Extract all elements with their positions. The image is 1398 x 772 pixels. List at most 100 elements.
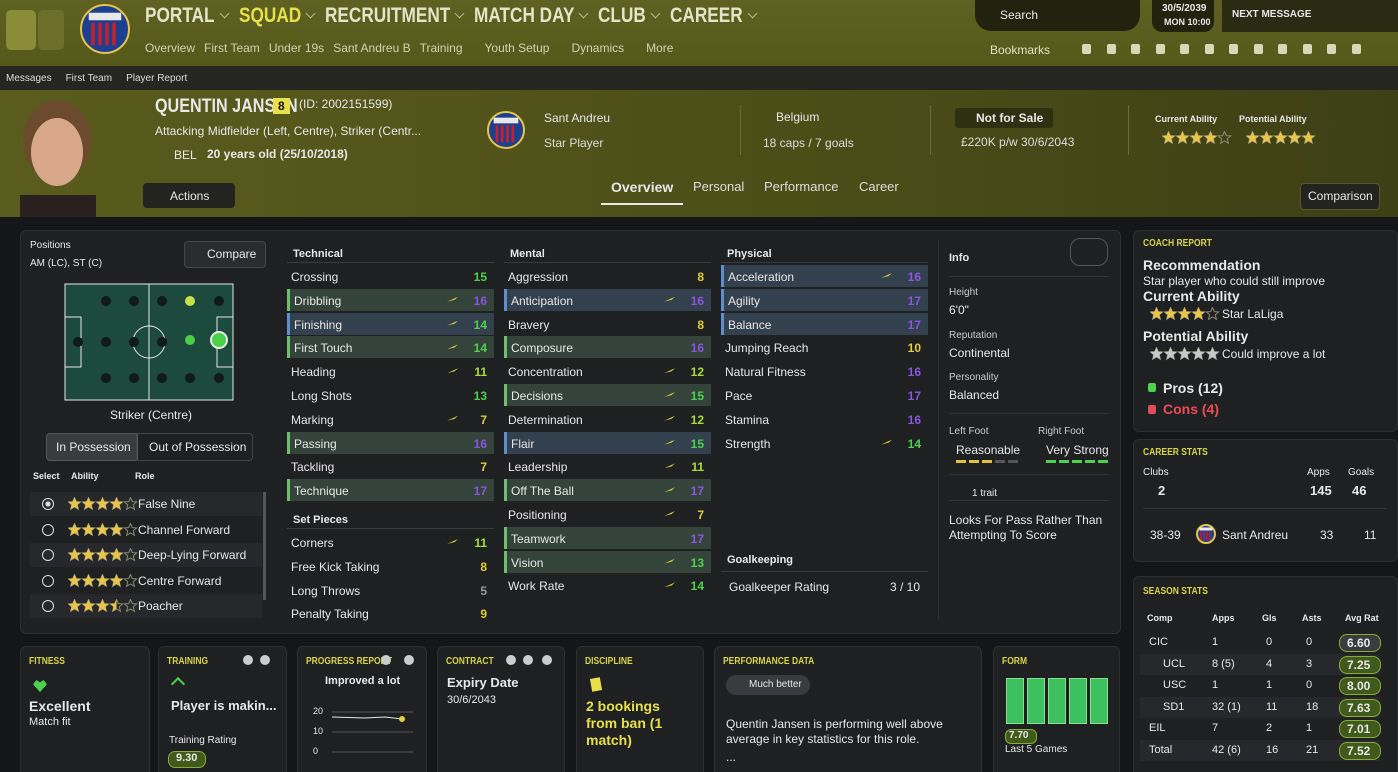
nav-item[interactable]: RECRUITMENT [324,4,451,27]
comparison-label[interactable]: Comparison [1308,189,1373,203]
career-cell: 33 [1320,528,1334,542]
dot [542,655,552,665]
season-cell: EIL [1149,722,1166,735]
toolbar-icon[interactable] [1327,44,1336,54]
text: 3 / 10 [890,580,921,594]
toolbar-icon[interactable] [1229,44,1238,54]
sub-nav-item[interactable]: Sant Andreu B [333,41,411,55]
compare-label[interactable]: Compare [207,247,257,261]
back-button[interactable] [6,10,36,50]
text: Player is makin... [171,698,277,713]
role-row[interactable] [30,568,262,593]
star [1192,347,1205,360]
toolbar-icon[interactable] [1351,44,1361,54]
cons[interactable]: Cons (4) [1163,401,1219,417]
sub-nav-item[interactable]: Under 19s [268,41,325,55]
attribute-name: Natural Fitness [725,365,806,380]
season-cell: UCL [1163,657,1186,670]
radio[interactable] [42,549,54,561]
toolbar-icon[interactable] [1131,44,1140,54]
row-bg [1140,740,1380,761]
star-empty [68,548,82,562]
rating-pill [1005,729,1037,744]
form-bar [1027,678,1045,724]
toolbar-icon[interactable] [1155,44,1165,54]
nav-item[interactable]: CLUB [598,4,647,27]
star-empty [123,573,138,587]
radio[interactable] [42,600,54,612]
nav-item[interactable]: CAREER [670,4,744,27]
club[interactable]: Sant Andreu [544,111,611,125]
role-row[interactable] [30,543,262,567]
tab[interactable]: Career [859,179,899,194]
role-row[interactable] [30,492,262,516]
toggle[interactable] [46,433,138,461]
sub-nav-item[interactable]: Training [419,41,463,55]
tab[interactable]: Personal [693,179,745,194]
comparison-button[interactable] [1300,183,1380,210]
breadcrumb-item[interactable]: First Team [65,73,113,84]
toggle-label[interactable]: In Possession [56,440,131,454]
role-row[interactable] [30,594,262,618]
sub-nav-item[interactable]: More [646,41,674,55]
toolbar-icon[interactable] [1253,44,1263,54]
breadcrumb-item[interactable]: Messages [6,73,52,84]
text: Belgium [776,110,820,124]
role-name: Centre Forward [138,573,222,588]
toggle[interactable] [136,433,253,461]
next-message[interactable]: NEXT MESSAGE [1232,9,1312,20]
sub-nav-item[interactable]: Overview [145,41,196,55]
attribute-value: 8 [697,317,704,332]
divider [938,240,939,620]
forward-button[interactable] [38,10,64,50]
key-attribute-bar [504,431,507,454]
toggle-label[interactable]: Out of Possession [149,440,247,454]
tab[interactable]: Performance [764,179,839,194]
toolbar-icon[interactable] [1278,44,1287,54]
nav-item[interactable]: SQUAD [238,4,301,27]
trend-arrow [447,296,458,302]
radio[interactable] [42,574,54,587]
star-fill [1206,347,1219,360]
cons-icon [1148,405,1156,414]
season-cell: 0 [1306,679,1313,692]
star [1190,131,1203,144]
view-toggle[interactable] [1070,238,1108,266]
toolbar-icon[interactable] [1204,44,1214,54]
sub-nav-item[interactable]: Dynamics [571,41,625,55]
text: AM (LC), ST (C) [30,258,103,269]
radio[interactable] [42,523,54,536]
nav-item[interactable]: PORTAL [145,4,215,27]
toolbar-icon[interactable] [1302,44,1312,54]
toolbar-icon[interactable] [1106,44,1116,54]
star-empty [81,599,96,613]
radio[interactable] [42,498,54,510]
compare-button[interactable] [184,241,266,268]
actions-button[interactable] [143,183,235,208]
text: Reputation [949,329,998,341]
attribute-value: 14 [690,579,704,594]
role-row[interactable] [30,517,262,542]
attribute-name: First Touch [294,341,353,356]
attribute-name: Bravery [508,317,550,332]
circle [101,337,111,347]
tab[interactable]: Overview [611,179,674,195]
bookmarks[interactable]: Bookmarks [990,43,1051,57]
circle [73,337,83,347]
rect [105,22,109,46]
attribute-name: Positioning [508,508,567,522]
toolbar-icon[interactable] [1180,44,1189,54]
rect [493,117,519,124]
search-button[interactable]: Search [1000,8,1039,22]
form-bar [1069,678,1087,724]
pros[interactable]: Pros (12) [1163,380,1223,396]
rating-pill [1339,720,1381,739]
attribute-value: 12 [690,412,704,427]
actions-label[interactable]: Actions [170,189,210,203]
sub-nav-item[interactable]: Youth Setup [484,41,550,55]
nav-item[interactable]: MATCH DAY [474,4,575,27]
trend-arrow [664,582,675,588]
toolbar-icon[interactable] [1082,44,1091,54]
sub-nav-item[interactable]: First Team [204,41,260,55]
